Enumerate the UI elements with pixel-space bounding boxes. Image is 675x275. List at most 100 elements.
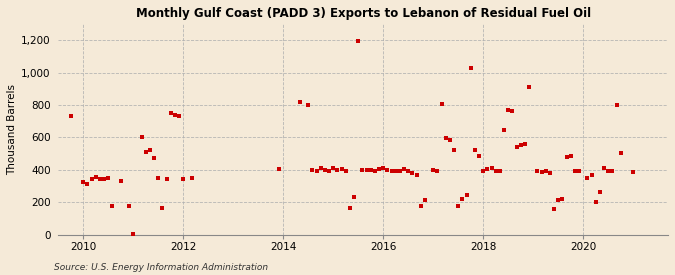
Point xyxy=(415,204,426,208)
Point xyxy=(607,169,618,174)
Point xyxy=(611,103,622,107)
Point xyxy=(403,168,414,173)
Point xyxy=(161,177,172,182)
Point xyxy=(344,206,355,210)
Point xyxy=(561,155,572,159)
Point xyxy=(353,39,364,43)
Point xyxy=(432,169,443,174)
Point xyxy=(86,177,97,181)
Point xyxy=(178,177,189,182)
Point xyxy=(532,169,543,174)
Text: Source: U.S. Energy Information Administration: Source: U.S. Energy Information Administ… xyxy=(54,263,268,272)
Point xyxy=(507,109,518,114)
Point xyxy=(603,168,614,173)
Point xyxy=(349,194,360,199)
Y-axis label: Thousand Barrels: Thousand Barrels xyxy=(7,84,17,175)
Point xyxy=(303,103,314,107)
Point xyxy=(465,66,476,71)
Point xyxy=(336,167,347,171)
Point xyxy=(478,168,489,173)
Point xyxy=(78,180,88,184)
Point xyxy=(311,168,322,173)
Point xyxy=(274,167,285,171)
Point xyxy=(107,204,117,208)
Point xyxy=(457,197,468,201)
Point xyxy=(365,167,376,172)
Point xyxy=(361,167,372,172)
Point xyxy=(328,166,339,170)
Point xyxy=(557,197,568,201)
Point xyxy=(374,167,385,171)
Point xyxy=(490,168,501,173)
Point xyxy=(436,102,447,106)
Point xyxy=(99,177,110,182)
Point xyxy=(340,169,351,174)
Point xyxy=(594,189,605,194)
Point xyxy=(499,128,510,132)
Point xyxy=(315,166,326,170)
Point xyxy=(82,182,92,186)
Point xyxy=(461,193,472,197)
Point xyxy=(519,142,530,146)
Point xyxy=(382,167,393,172)
Point xyxy=(553,197,564,202)
Point xyxy=(407,171,418,175)
Point xyxy=(324,169,335,174)
Point xyxy=(419,197,430,202)
Point xyxy=(474,154,485,158)
Point xyxy=(440,136,451,140)
Point xyxy=(169,112,180,117)
Point xyxy=(586,173,597,178)
Point xyxy=(157,206,167,210)
Point xyxy=(599,166,610,170)
Point xyxy=(369,168,380,173)
Point xyxy=(428,167,439,172)
Point xyxy=(411,172,422,177)
Point xyxy=(444,138,455,142)
Point xyxy=(540,168,551,173)
Point xyxy=(357,167,368,172)
Point xyxy=(549,207,560,212)
Point xyxy=(469,147,480,152)
Point xyxy=(144,148,155,153)
Point xyxy=(394,168,405,173)
Point xyxy=(174,114,185,119)
Point xyxy=(449,147,460,152)
Point xyxy=(186,176,197,180)
Point xyxy=(544,171,555,175)
Point xyxy=(149,156,160,161)
Point xyxy=(319,167,330,172)
Point xyxy=(628,170,639,174)
Point xyxy=(582,176,593,180)
Point xyxy=(124,204,135,208)
Point xyxy=(386,168,397,173)
Point xyxy=(536,170,547,174)
Point xyxy=(503,108,514,112)
Point xyxy=(565,154,576,158)
Point xyxy=(128,232,139,236)
Point xyxy=(482,167,493,171)
Point xyxy=(153,176,164,180)
Point xyxy=(140,150,151,154)
Point xyxy=(615,150,626,155)
Point xyxy=(524,85,535,89)
Point xyxy=(569,169,580,174)
Point xyxy=(574,168,585,173)
Point xyxy=(453,204,464,208)
Point xyxy=(511,145,522,149)
Point xyxy=(307,167,318,172)
Point xyxy=(136,134,147,139)
Point xyxy=(515,143,526,148)
Point xyxy=(294,100,305,104)
Point xyxy=(90,175,101,179)
Point xyxy=(399,167,410,171)
Point xyxy=(486,166,497,170)
Point xyxy=(115,179,126,183)
Point xyxy=(103,176,114,180)
Point xyxy=(378,166,389,170)
Point xyxy=(590,200,601,204)
Point xyxy=(332,167,343,172)
Point xyxy=(165,111,176,115)
Point xyxy=(65,114,76,119)
Point xyxy=(95,177,105,182)
